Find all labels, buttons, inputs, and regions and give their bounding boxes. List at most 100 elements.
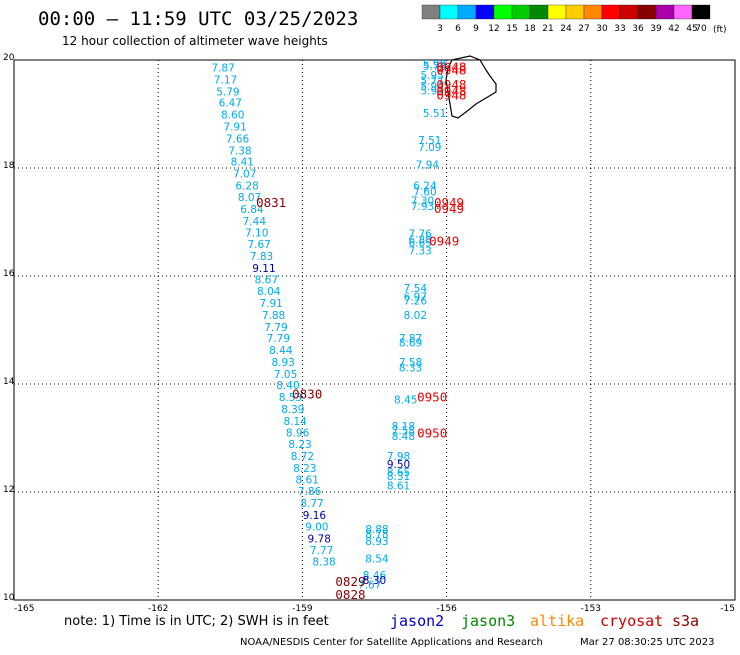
x-tick-label: -156 — [436, 604, 457, 614]
wave-height-label: 7.88 — [262, 310, 285, 322]
wave-height-label: 5.78 — [423, 61, 446, 73]
colorbar-swatch — [601, 4, 621, 20]
wave-height-label: 7.67 — [358, 579, 381, 591]
wave-height-label: 6.97 — [404, 292, 427, 304]
colorbar-tick-label: 70 — [695, 24, 707, 34]
pass-time-label: 0830 — [292, 386, 322, 401]
wave-height-label: 7.83 — [250, 251, 273, 263]
wave-height-label: 7.58 — [399, 357, 422, 369]
colorbar-tick-label: 18 — [524, 24, 536, 34]
wave-height-label: 7.44 — [243, 216, 267, 228]
y-tick-label: 16 — [3, 269, 15, 279]
wave-height-label: 8.04 — [257, 286, 281, 298]
colorbar-tick-label: 21 — [542, 24, 553, 34]
colorbar-tick-label: 9 — [473, 24, 479, 34]
y-tick-label: 14 — [3, 377, 15, 387]
page-title: 00:00 – 11:59 UTC 03/25/2023 — [38, 8, 358, 30]
wave-height-label: 8.69 — [399, 338, 422, 350]
pass-time-label: 0948 — [436, 77, 466, 92]
satellite-name: jason2 — [390, 612, 444, 630]
wave-height-label: 7.98 — [387, 451, 410, 463]
colorbar-tick-label: 27 — [578, 24, 589, 34]
wave-height-label: 7.38 — [228, 145, 251, 157]
wave-height-label: 8.61 — [387, 481, 410, 493]
wave-height-label: 7.26 — [404, 295, 428, 307]
colorbar-swatch — [565, 4, 585, 20]
wave-height-label: 7.60 — [413, 186, 436, 198]
wave-height-label: 6.47 — [219, 98, 242, 110]
wave-height-label: 8.23 — [288, 439, 311, 451]
wave-height-label: 8.96 — [286, 428, 310, 440]
x-tick-label: -159 — [292, 604, 313, 614]
wave-height-label: 7.05 — [274, 369, 297, 381]
pass-time-label: 0828 — [335, 587, 365, 602]
colorbar-swatch — [529, 4, 549, 20]
wave-height-label: 7.33 — [408, 246, 431, 258]
grid-lines — [14, 60, 735, 600]
colorbar-swatch — [655, 4, 675, 20]
wave-height-label: 7.54 — [404, 283, 428, 295]
pass-time-labels: 0948094809480948094809490949094909500950… — [256, 60, 466, 603]
wave-height-label: 8.14 — [283, 416, 307, 428]
wave-height-label: 5.79 — [216, 86, 239, 98]
wave-height-label: 7.67 — [247, 239, 270, 251]
wave-height-label: 7.94 — [416, 159, 440, 171]
wave-height-label: 7.09 — [418, 142, 441, 154]
wave-height-label: 8.44 — [269, 345, 293, 357]
wave-height-label: 7.87 — [211, 63, 234, 75]
colorbar-swatch — [637, 4, 657, 20]
axis-ticks: -165 -162 -159 -156 -153 -15 20 18 16 14 12 10 — [3, 53, 735, 614]
wave-height-label: 8.88 — [365, 524, 388, 536]
wave-height-label: 5.95 — [420, 70, 443, 82]
wave-height-label: 8.46 — [363, 570, 387, 582]
wave-height-label: 8.30 — [363, 575, 386, 587]
colorbar-swatch — [475, 4, 495, 20]
y-tick-label: 18 — [3, 161, 15, 171]
colorbar-swatch — [439, 4, 459, 20]
wave-height-label: 7.87 — [399, 333, 422, 345]
wave-height-label: 8.53 — [279, 392, 302, 404]
wave-height-label: 6.65 — [408, 238, 431, 250]
wave-height-label: 5.97 — [420, 85, 443, 97]
satellite-name: jason3 — [461, 612, 515, 630]
y-tick-label: 12 — [3, 485, 14, 495]
footer-credit: NOAA/NESDIS Center for Satellite Applica… — [240, 637, 543, 648]
wave-height-points: 7.877.175.796.478.607.917.667.388.417.07… — [211, 59, 446, 592]
wave-height-label: 8.65 — [387, 467, 410, 479]
wave-height-label: 8.61 — [296, 475, 319, 487]
colorbar-tick-label: 24 — [560, 24, 572, 34]
y-tick-label: 10 — [3, 593, 15, 603]
footer-note: note: 1) Time is in UTC; 2) SWH is in fe… — [64, 614, 329, 629]
wave-height-label: 8.18 — [392, 421, 415, 433]
wave-height-label: 7.79 — [267, 333, 290, 345]
wave-height-label: 8.02 — [404, 310, 427, 322]
y-tick-label: 20 — [3, 53, 15, 63]
wave-height-label: 7.91 — [259, 298, 282, 310]
wave-height-label: 6.28 — [235, 180, 258, 192]
wave-height-label: 5.77 — [420, 76, 443, 88]
wave-height-label: 7.07 — [233, 168, 256, 180]
wave-height-label: 5.51 — [423, 108, 446, 120]
pass-time-label: 0948 — [436, 83, 466, 98]
colorbar-tick-label: 6 — [455, 24, 461, 34]
colorbar-swatch — [691, 4, 711, 20]
wave-height-label: 9.11 — [252, 263, 275, 275]
wave-height-label: 7.10 — [245, 227, 268, 239]
colorbar-tick-label: 3 — [437, 24, 443, 34]
wave-height-label: 8.93 — [271, 357, 294, 369]
colorbar-swatch — [673, 4, 693, 20]
x-tick-label: -162 — [148, 604, 168, 614]
pass-time-label: 0829 — [335, 574, 365, 589]
wave-height-label: 7.66 — [226, 133, 250, 145]
satellite-name: s3a — [672, 612, 699, 630]
wave-height-label: 8.67 — [255, 274, 278, 286]
colorbar-swatch — [583, 4, 603, 20]
colorbar-tick-label: 36 — [632, 24, 644, 34]
wave-height-label: 7.76 — [408, 228, 432, 240]
wave-height-label: 8.31 — [387, 471, 410, 483]
wave-height-label: 8.45 — [394, 395, 417, 407]
pass-time-label: 0949 — [434, 195, 464, 210]
wave-height-label: 5.94 — [420, 81, 444, 93]
wave-height-label: 7.86 — [298, 486, 322, 498]
pass-time-label: 0950 — [417, 390, 447, 405]
